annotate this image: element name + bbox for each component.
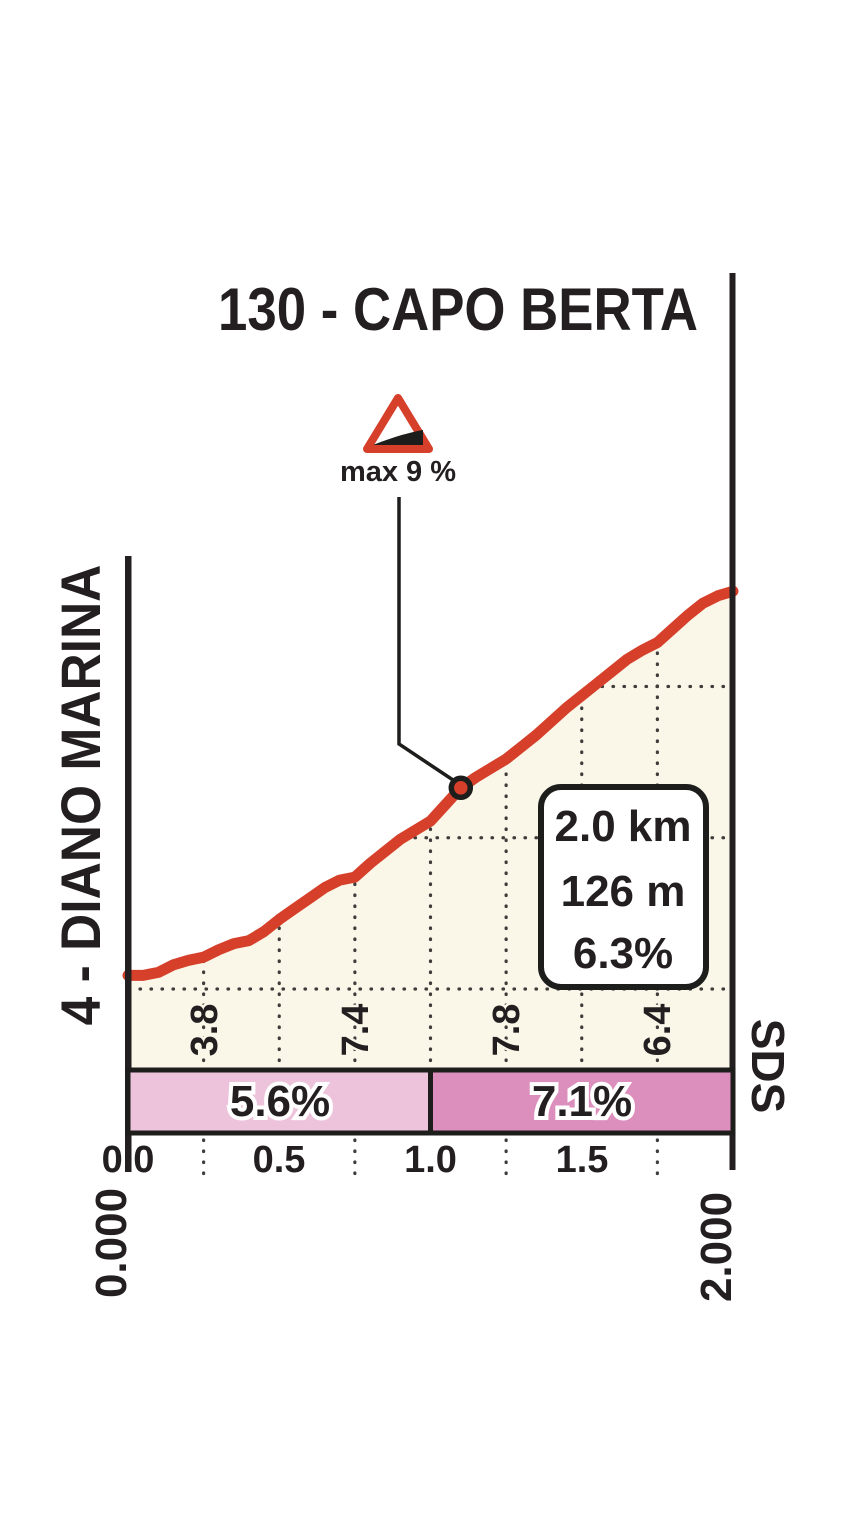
- x-axis-tick-labels: 0.0 0.5 1.0 1.5: [99, 1136, 612, 1184]
- segment-gradient-labels: 3.8 7.4 7.8 6.4: [182, 1001, 682, 1059]
- info-elevation: 126 m: [561, 867, 686, 916]
- km-bar-label: 5.6%: [230, 1077, 330, 1126]
- right-axis-line: [729, 273, 736, 1170]
- x-tick-label: 1.5: [556, 1139, 609, 1181]
- x-tick-label: 0.5: [253, 1139, 306, 1181]
- max-gradient-callout-line: [397, 497, 460, 786]
- steep-climb-warning-icon: [363, 394, 433, 453]
- info-box-frame: [538, 784, 709, 990]
- x-tick-label: 1.0: [404, 1139, 457, 1181]
- segment-gradient-label: 7.8: [486, 1004, 528, 1057]
- km-gradient-bar: [428, 1067, 736, 1136]
- climb-info-box: 2.0 km 126 m 6.3%: [538, 784, 709, 990]
- x-axis-minor-ticks: [202, 1138, 659, 1186]
- slope-glyph: [373, 430, 423, 445]
- info-gradient: 6.3%: [573, 929, 673, 978]
- max-gradient-label: max 9 %: [340, 456, 456, 488]
- km-bar-label: 7.1%: [532, 1077, 632, 1126]
- start-km-label: 0.000: [87, 1188, 136, 1298]
- left-axis-line: [125, 556, 132, 1172]
- sds-logo: SDS: [742, 1019, 794, 1114]
- km-gradient-bars: [125, 1067, 736, 1136]
- segment-gradient-label: 3.8: [184, 1004, 226, 1057]
- segment-gradient-label: 7.4: [335, 1004, 377, 1057]
- gradient-profile-line: [122, 585, 739, 981]
- end-km-label: 2.000: [692, 1192, 741, 1302]
- chart-title: 130 - CAPO BERTA: [218, 276, 698, 343]
- info-length: 2.0 km: [555, 802, 692, 851]
- segment-gradient-label: 6.4: [637, 1004, 679, 1057]
- max-gradient-marker-dot: [448, 775, 474, 801]
- start-location-label: 4 - DIANO MARINA: [50, 565, 112, 1026]
